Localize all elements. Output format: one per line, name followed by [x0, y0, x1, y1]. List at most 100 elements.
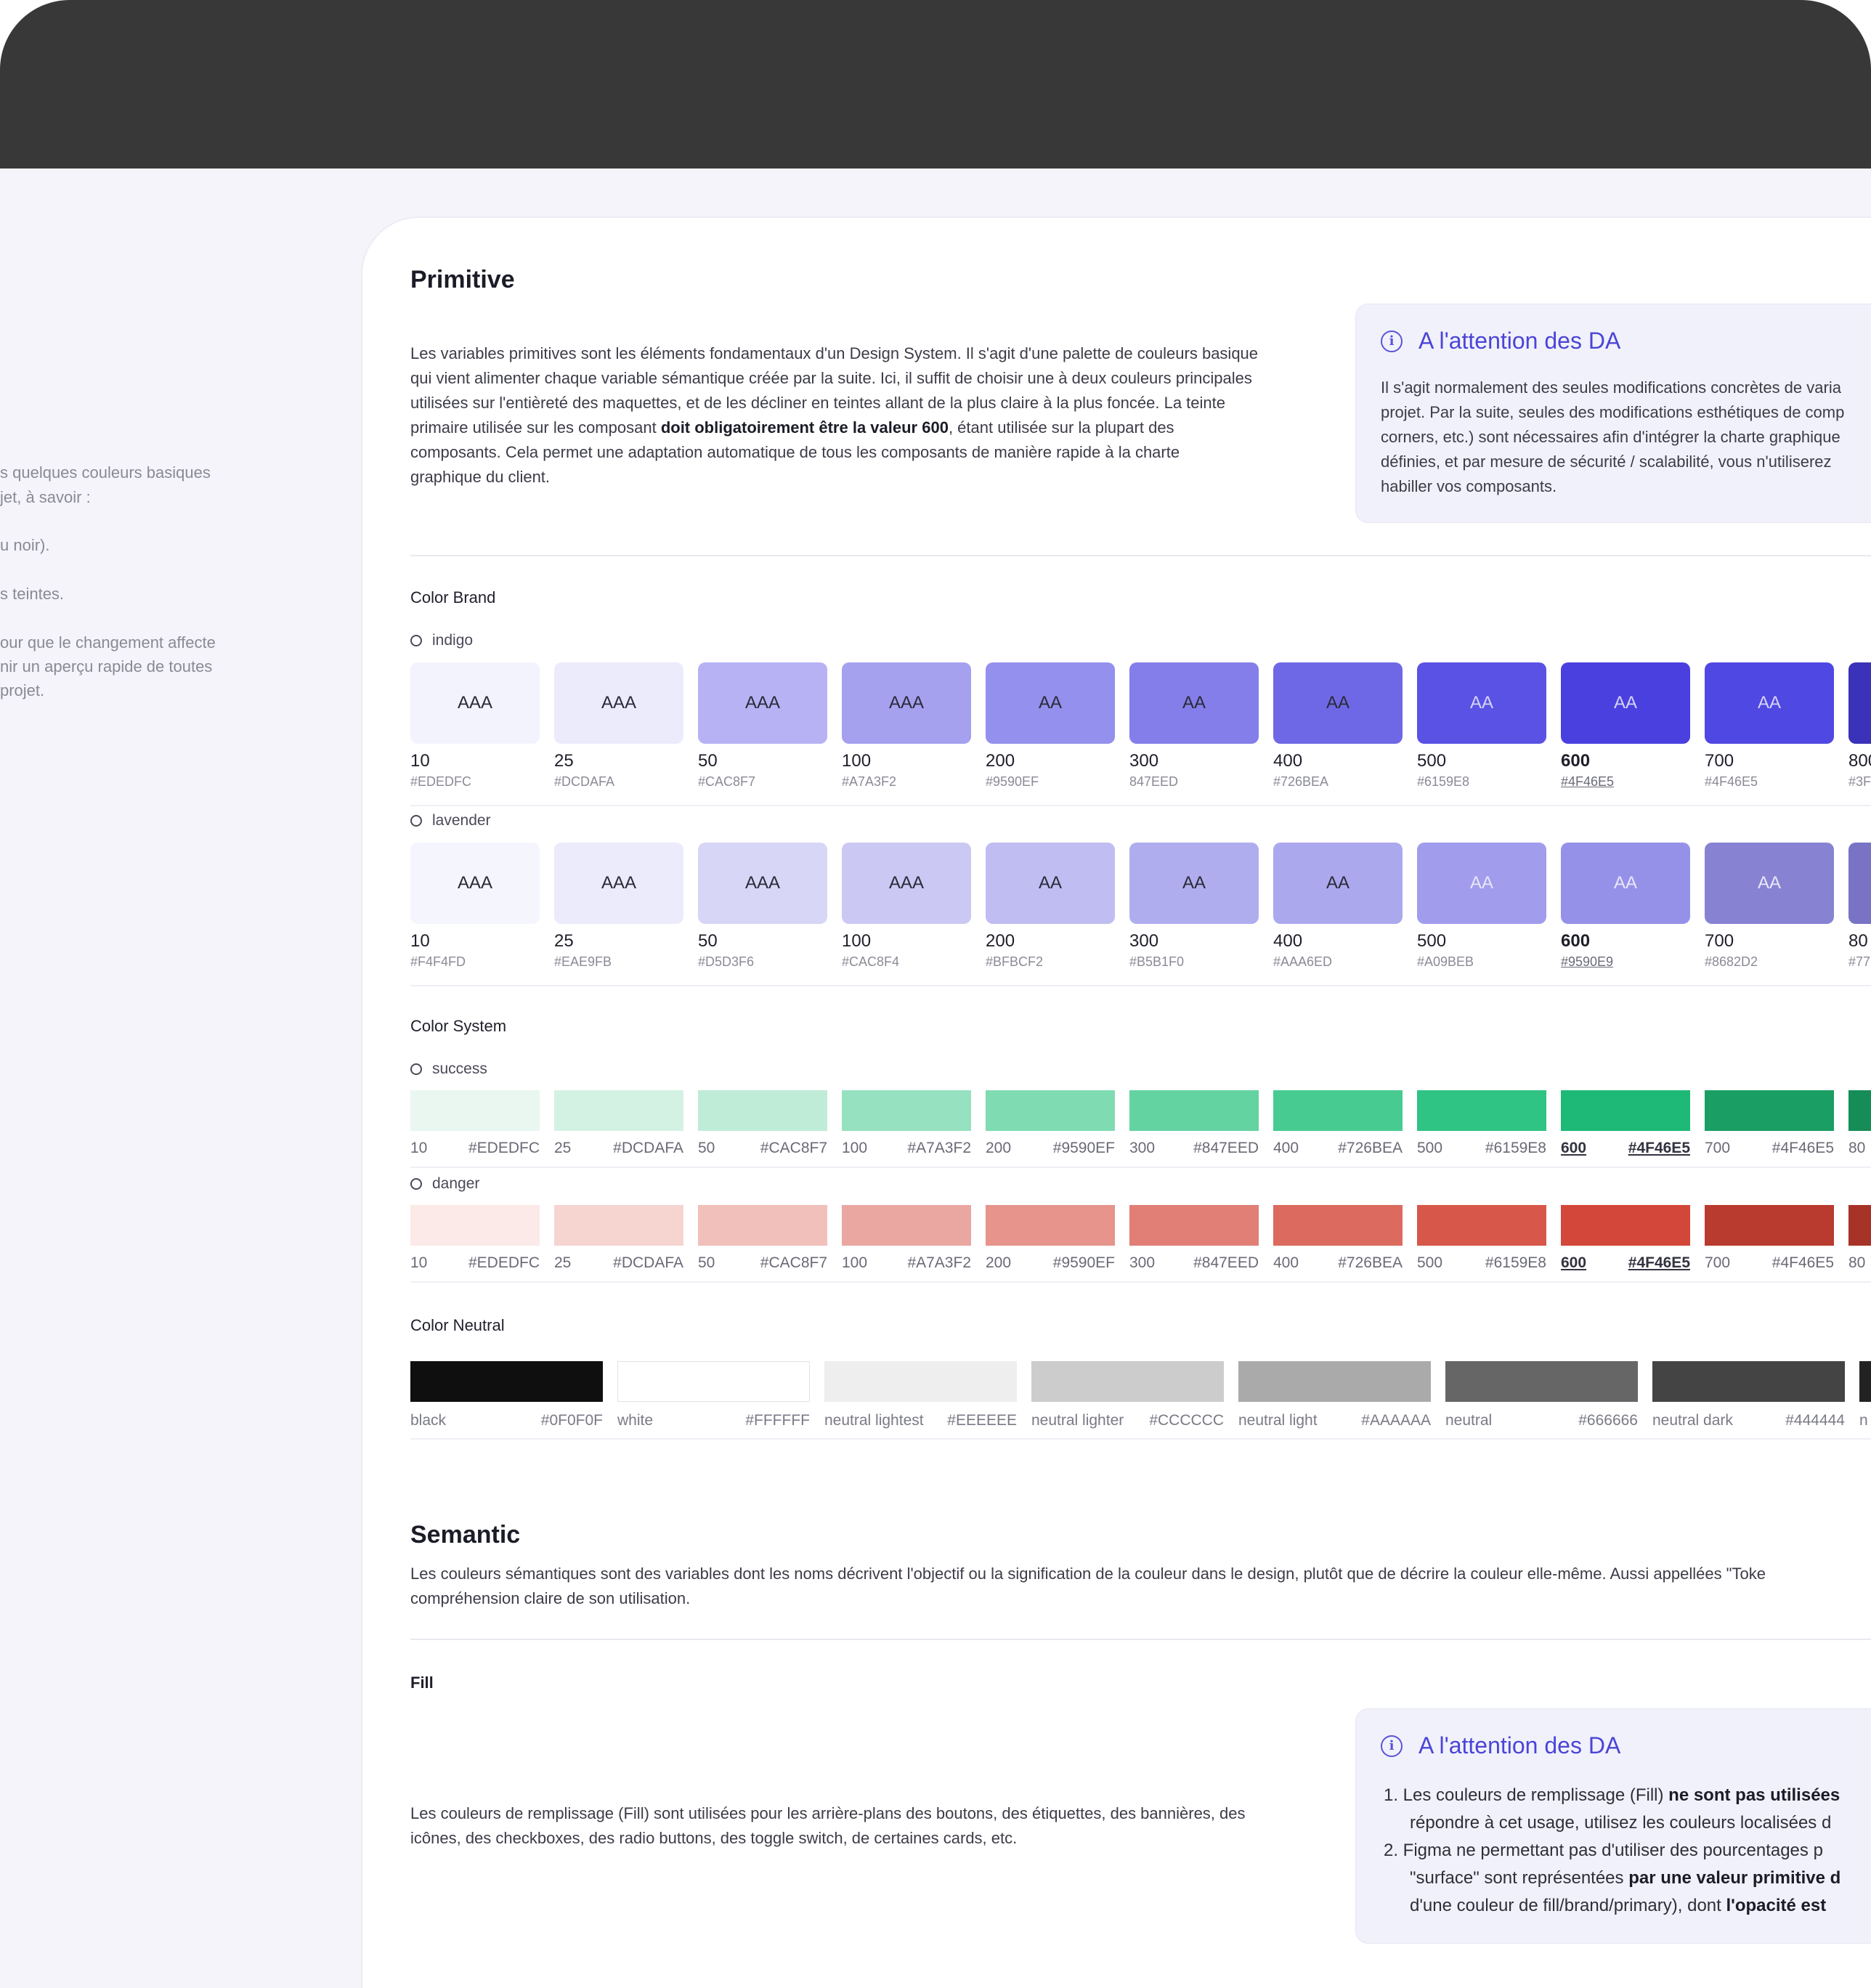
neutral-swatch[interactable]: neutral lighter #CCCCCC [1031, 1361, 1224, 1429]
swatch-color-box[interactable] [1031, 1361, 1224, 1402]
color-swatch[interactable]: AA 200 #9590EF [986, 662, 1115, 790]
color-swatch[interactable]: AA 600 #4F46E5 [1561, 662, 1690, 790]
neutral-swatch[interactable]: neutral dark #444444 [1652, 1361, 1845, 1429]
neutral-swatch[interactable]: n [1859, 1361, 1871, 1429]
swatch-color-box[interactable]: AA [1417, 843, 1546, 924]
color-swatch[interactable]: AAA 50 #D5D3F6 [698, 843, 827, 970]
system-swatch[interactable]: 100 #A7A3F2 [842, 1205, 971, 1272]
system-swatch[interactable]: 10 #EDEDFC [410, 1205, 540, 1272]
color-swatch[interactable]: AA 400 #726BEA [1273, 662, 1403, 790]
system-swatch[interactable]: 500 #6159E8 [1417, 1090, 1546, 1157]
swatch-color-box[interactable]: AA [986, 662, 1115, 744]
system-swatch[interactable]: 700 #4F46E5 [1705, 1090, 1834, 1157]
swatch-color-box[interactable] [698, 1205, 827, 1246]
color-swatch[interactable]: AAA 25 #DCDAFA [554, 662, 683, 790]
color-swatch[interactable]: AA 500 #A09BEB [1417, 843, 1546, 970]
color-swatch[interactable]: AA 700 #8682D2 [1705, 843, 1834, 970]
color-swatch[interactable]: AA 300 847EED [1129, 662, 1259, 790]
system-swatch[interactable]: 400 #726BEA [1273, 1090, 1403, 1157]
system-swatch[interactable]: 50 #CAC8F7 [698, 1205, 827, 1272]
swatch-color-box[interactable]: AA [1273, 843, 1403, 924]
swatch-color-box[interactable]: AAA [698, 662, 827, 744]
color-swatch[interactable]: AAA 25 #EAE9FB [554, 843, 683, 970]
system-swatch[interactable]: 10 #EDEDFC [410, 1090, 540, 1157]
system-swatch[interactable]: 200 #9590EF [986, 1205, 1115, 1272]
swatch-color-box[interactable] [1705, 1205, 1834, 1246]
swatch-color-box[interactable]: AA [1561, 843, 1690, 924]
color-swatch[interactable]: 800#3F [1848, 662, 1871, 790]
swatch-color-box[interactable] [554, 1090, 683, 1131]
swatch-color-box[interactable] [1417, 1205, 1546, 1246]
color-swatch[interactable]: AA 700 #4F46E5 [1705, 662, 1834, 790]
system-swatch[interactable]: 600 #4F46E5 [1561, 1205, 1690, 1272]
swatch-color-box[interactable] [1848, 843, 1871, 924]
color-swatch[interactable]: 80 #77 [1848, 843, 1871, 970]
swatch-color-box[interactable]: AA [1417, 662, 1546, 744]
swatch-color-box[interactable] [1129, 1090, 1259, 1131]
system-swatch[interactable]: 200 #9590EF [986, 1090, 1115, 1157]
swatch-color-box[interactable] [410, 1090, 540, 1131]
swatch-color-box[interactable]: AA [1561, 662, 1690, 744]
color-swatch[interactable]: AA 400 #AAA6ED [1273, 843, 1403, 970]
swatch-color-box[interactable]: AA [986, 843, 1115, 924]
swatch-color-box[interactable] [410, 1205, 540, 1246]
swatch-color-box[interactable]: AA [1705, 662, 1834, 744]
swatch-color-box[interactable] [1848, 1205, 1871, 1246]
system-swatch[interactable]: 25 #DCDAFA [554, 1090, 683, 1157]
swatch-color-box[interactable] [986, 1090, 1115, 1131]
swatch-color-box[interactable] [1705, 1090, 1834, 1131]
swatch-color-box[interactable]: AAA [698, 843, 827, 924]
neutral-swatch[interactable]: neutral #666666 [1445, 1361, 1638, 1429]
system-swatch[interactable]: 80 [1848, 1090, 1871, 1157]
swatch-color-box[interactable] [1848, 1090, 1871, 1131]
system-swatch[interactable]: 50 #CAC8F7 [698, 1090, 827, 1157]
swatch-color-box[interactable]: AAA [842, 662, 971, 744]
swatch-color-box[interactable] [986, 1205, 1115, 1246]
color-swatch[interactable]: AAA 10 #EDEDFC [410, 662, 540, 790]
system-swatch[interactable]: 500 #6159E8 [1417, 1205, 1546, 1272]
swatch-color-box[interactable]: AA [1129, 662, 1259, 744]
system-swatch[interactable]: 300 #847EED [1129, 1090, 1259, 1157]
swatch-color-box[interactable] [1129, 1205, 1259, 1246]
swatch-color-box[interactable]: AA [1129, 843, 1259, 924]
neutral-swatch[interactable]: black #0F0F0F [410, 1361, 603, 1429]
swatch-color-box[interactable]: AAA [554, 662, 683, 744]
swatch-color-box[interactable] [698, 1090, 827, 1131]
swatch-color-box[interactable]: AAA [554, 843, 683, 924]
swatch-color-box[interactable] [1848, 662, 1871, 744]
swatch-color-box[interactable] [1652, 1361, 1845, 1402]
swatch-color-box[interactable]: AAA [410, 662, 540, 744]
swatch-color-box[interactable] [1561, 1090, 1690, 1131]
color-swatch[interactable]: AAA 100 #A7A3F2 [842, 662, 971, 790]
swatch-color-box[interactable]: AAA [842, 843, 971, 924]
swatch-color-box[interactable] [1859, 1361, 1871, 1402]
swatch-color-box[interactable] [1273, 1090, 1403, 1131]
color-swatch[interactable]: AAA 10 #F4F4FD [410, 843, 540, 970]
swatch-color-box[interactable] [842, 1090, 971, 1131]
swatch-color-box[interactable]: AA [1273, 662, 1403, 744]
system-swatch[interactable]: 600 #4F46E5 [1561, 1090, 1690, 1157]
neutral-swatch[interactable]: neutral lightest #EEEEEE [824, 1361, 1017, 1429]
system-swatch[interactable]: 25 #DCDAFA [554, 1205, 683, 1272]
system-swatch[interactable]: 100 #A7A3F2 [842, 1090, 971, 1157]
color-swatch[interactable]: AA 500 #6159E8 [1417, 662, 1546, 790]
system-swatch[interactable]: 80 [1848, 1205, 1871, 1272]
swatch-color-box[interactable] [554, 1205, 683, 1246]
swatch-color-box[interactable] [1417, 1090, 1546, 1131]
system-swatch[interactable]: 700 #4F46E5 [1705, 1205, 1834, 1272]
swatch-color-box[interactable] [410, 1361, 603, 1402]
swatch-color-box[interactable] [1273, 1205, 1403, 1246]
color-swatch[interactable]: AA 300 #B5B1F0 [1129, 843, 1259, 970]
color-swatch[interactable]: AAA 100 #CAC8F4 [842, 843, 971, 970]
color-swatch[interactable]: AA 200 #BFBCF2 [986, 843, 1115, 970]
swatch-color-box[interactable] [1561, 1205, 1690, 1246]
neutral-swatch[interactable]: white #FFFFFF [617, 1361, 810, 1429]
color-swatch[interactable]: AAA 50 #CAC8F7 [698, 662, 827, 790]
swatch-color-box[interactable] [1445, 1361, 1638, 1402]
swatch-color-box[interactable]: AA [1705, 843, 1834, 924]
color-swatch[interactable]: AA 600 #9590E9 [1561, 843, 1690, 970]
system-swatch[interactable]: 300 #847EED [1129, 1205, 1259, 1272]
swatch-color-box[interactable] [617, 1361, 810, 1402]
swatch-color-box[interactable] [1238, 1361, 1431, 1402]
swatch-color-box[interactable] [824, 1361, 1017, 1402]
